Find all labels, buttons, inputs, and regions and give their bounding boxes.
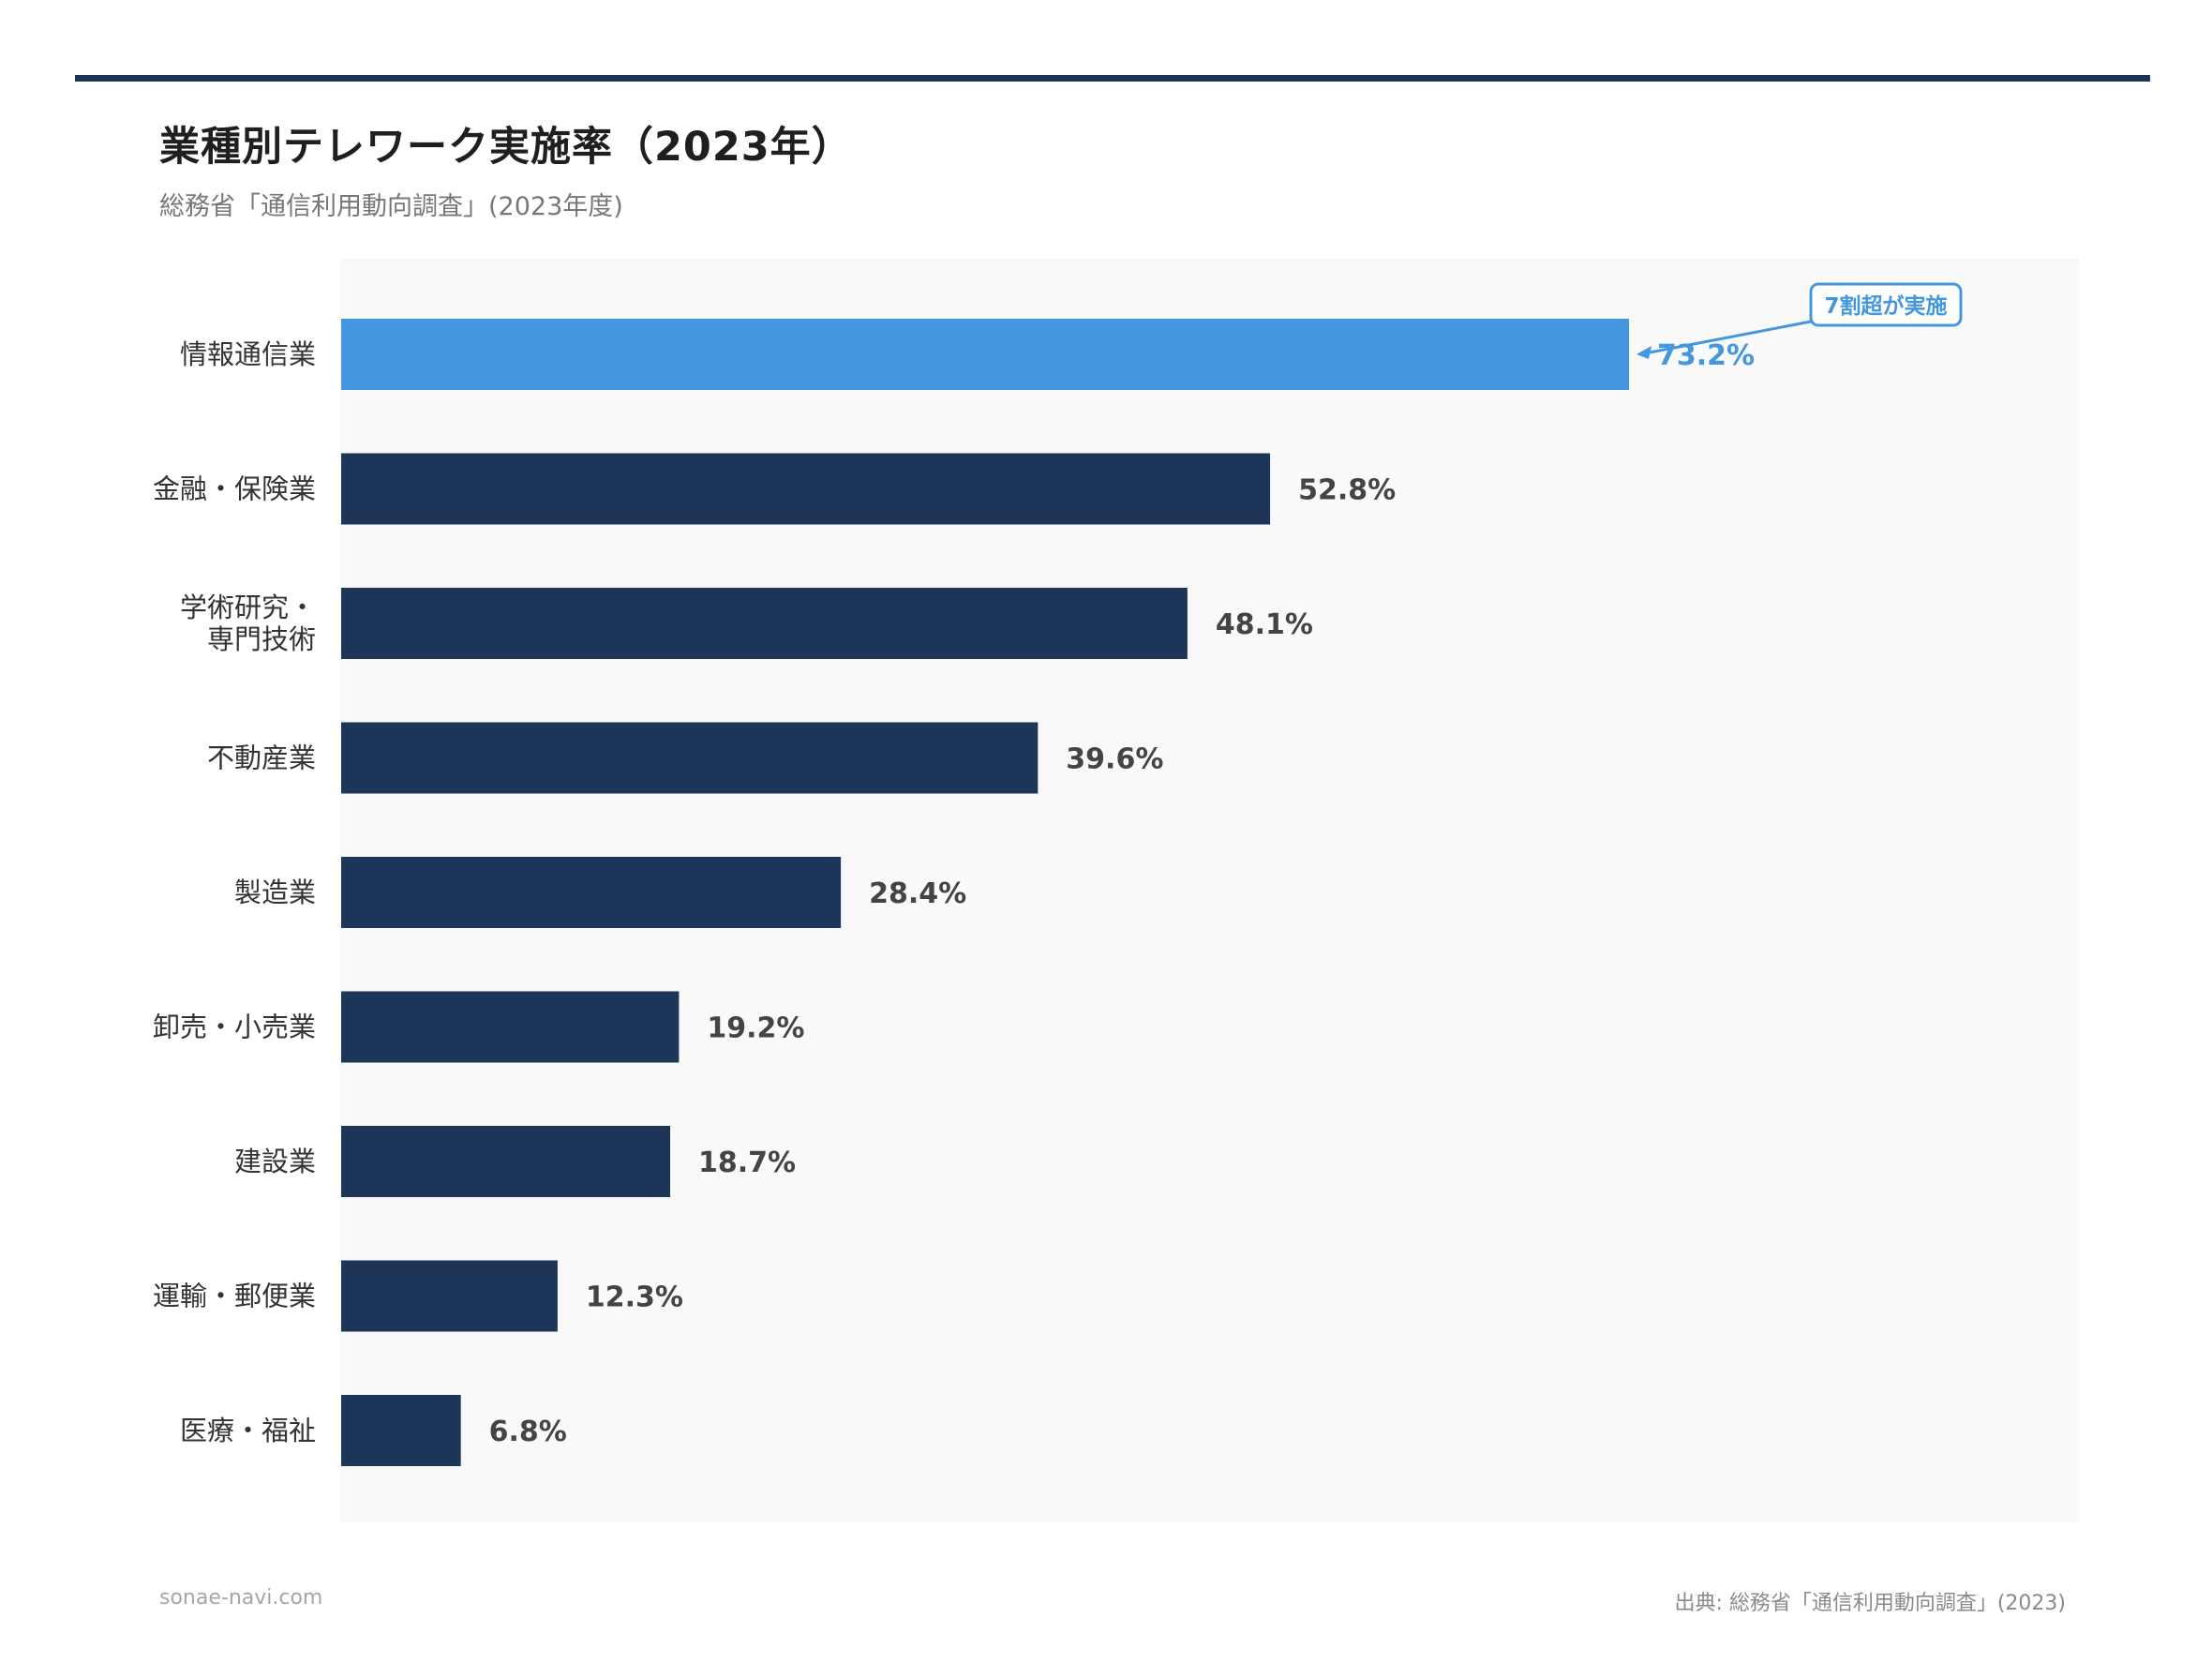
annotation-arrow-line [1649, 320, 1812, 354]
annotation-box [1809, 282, 1963, 327]
annotation-arrowhead [1637, 346, 1652, 359]
bar [341, 1260, 558, 1332]
category-label: 運輸・郵便業 [153, 1281, 316, 1312]
bar [341, 722, 1039, 794]
value-label: 73.2% [1657, 339, 1755, 372]
category-label: 製造業 [234, 876, 316, 908]
value-label: 6.8% [489, 1416, 567, 1448]
value-label: 28.4% [869, 877, 966, 910]
category-label: 卸売・小売業 [153, 1011, 316, 1043]
value-label: 18.7% [698, 1146, 796, 1179]
bar [341, 991, 680, 1063]
bar [341, 1395, 461, 1466]
source-note: 出典: 総務省「通信利用動向調査」(2023) [1674, 1592, 2066, 1615]
value-label: 19.2% [707, 1012, 804, 1045]
bar [341, 319, 1629, 390]
bar [341, 1126, 671, 1197]
category-label: 学術研究・ [180, 592, 316, 623]
category-label: 建設業 [234, 1146, 316, 1177]
top-rule [75, 75, 2150, 82]
category-label: 不動産業 [207, 742, 316, 774]
value-label: 52.8% [1298, 474, 1396, 507]
bar [341, 453, 1271, 525]
value-label: 48.1% [1216, 608, 1313, 641]
category-label: 情報通信業 [180, 338, 316, 370]
chart-title: 業種別テレワーク実施率（2023年） [159, 124, 853, 171]
site-credit: sonae-navi.com [159, 1586, 323, 1610]
value-label: 39.6% [1066, 743, 1163, 776]
category-label: 医療・福祉 [180, 1415, 316, 1446]
bar [341, 588, 1188, 659]
category-label: 金融・保険業 [153, 473, 316, 505]
annotation-text: 7割超が実施 [1824, 293, 1947, 319]
chart-subtitle: 総務省「通信利用動向調査」(2023年度) [159, 192, 623, 221]
category-label: 専門技術 [207, 623, 316, 655]
bar [341, 857, 842, 928]
value-label: 12.3% [586, 1281, 683, 1314]
